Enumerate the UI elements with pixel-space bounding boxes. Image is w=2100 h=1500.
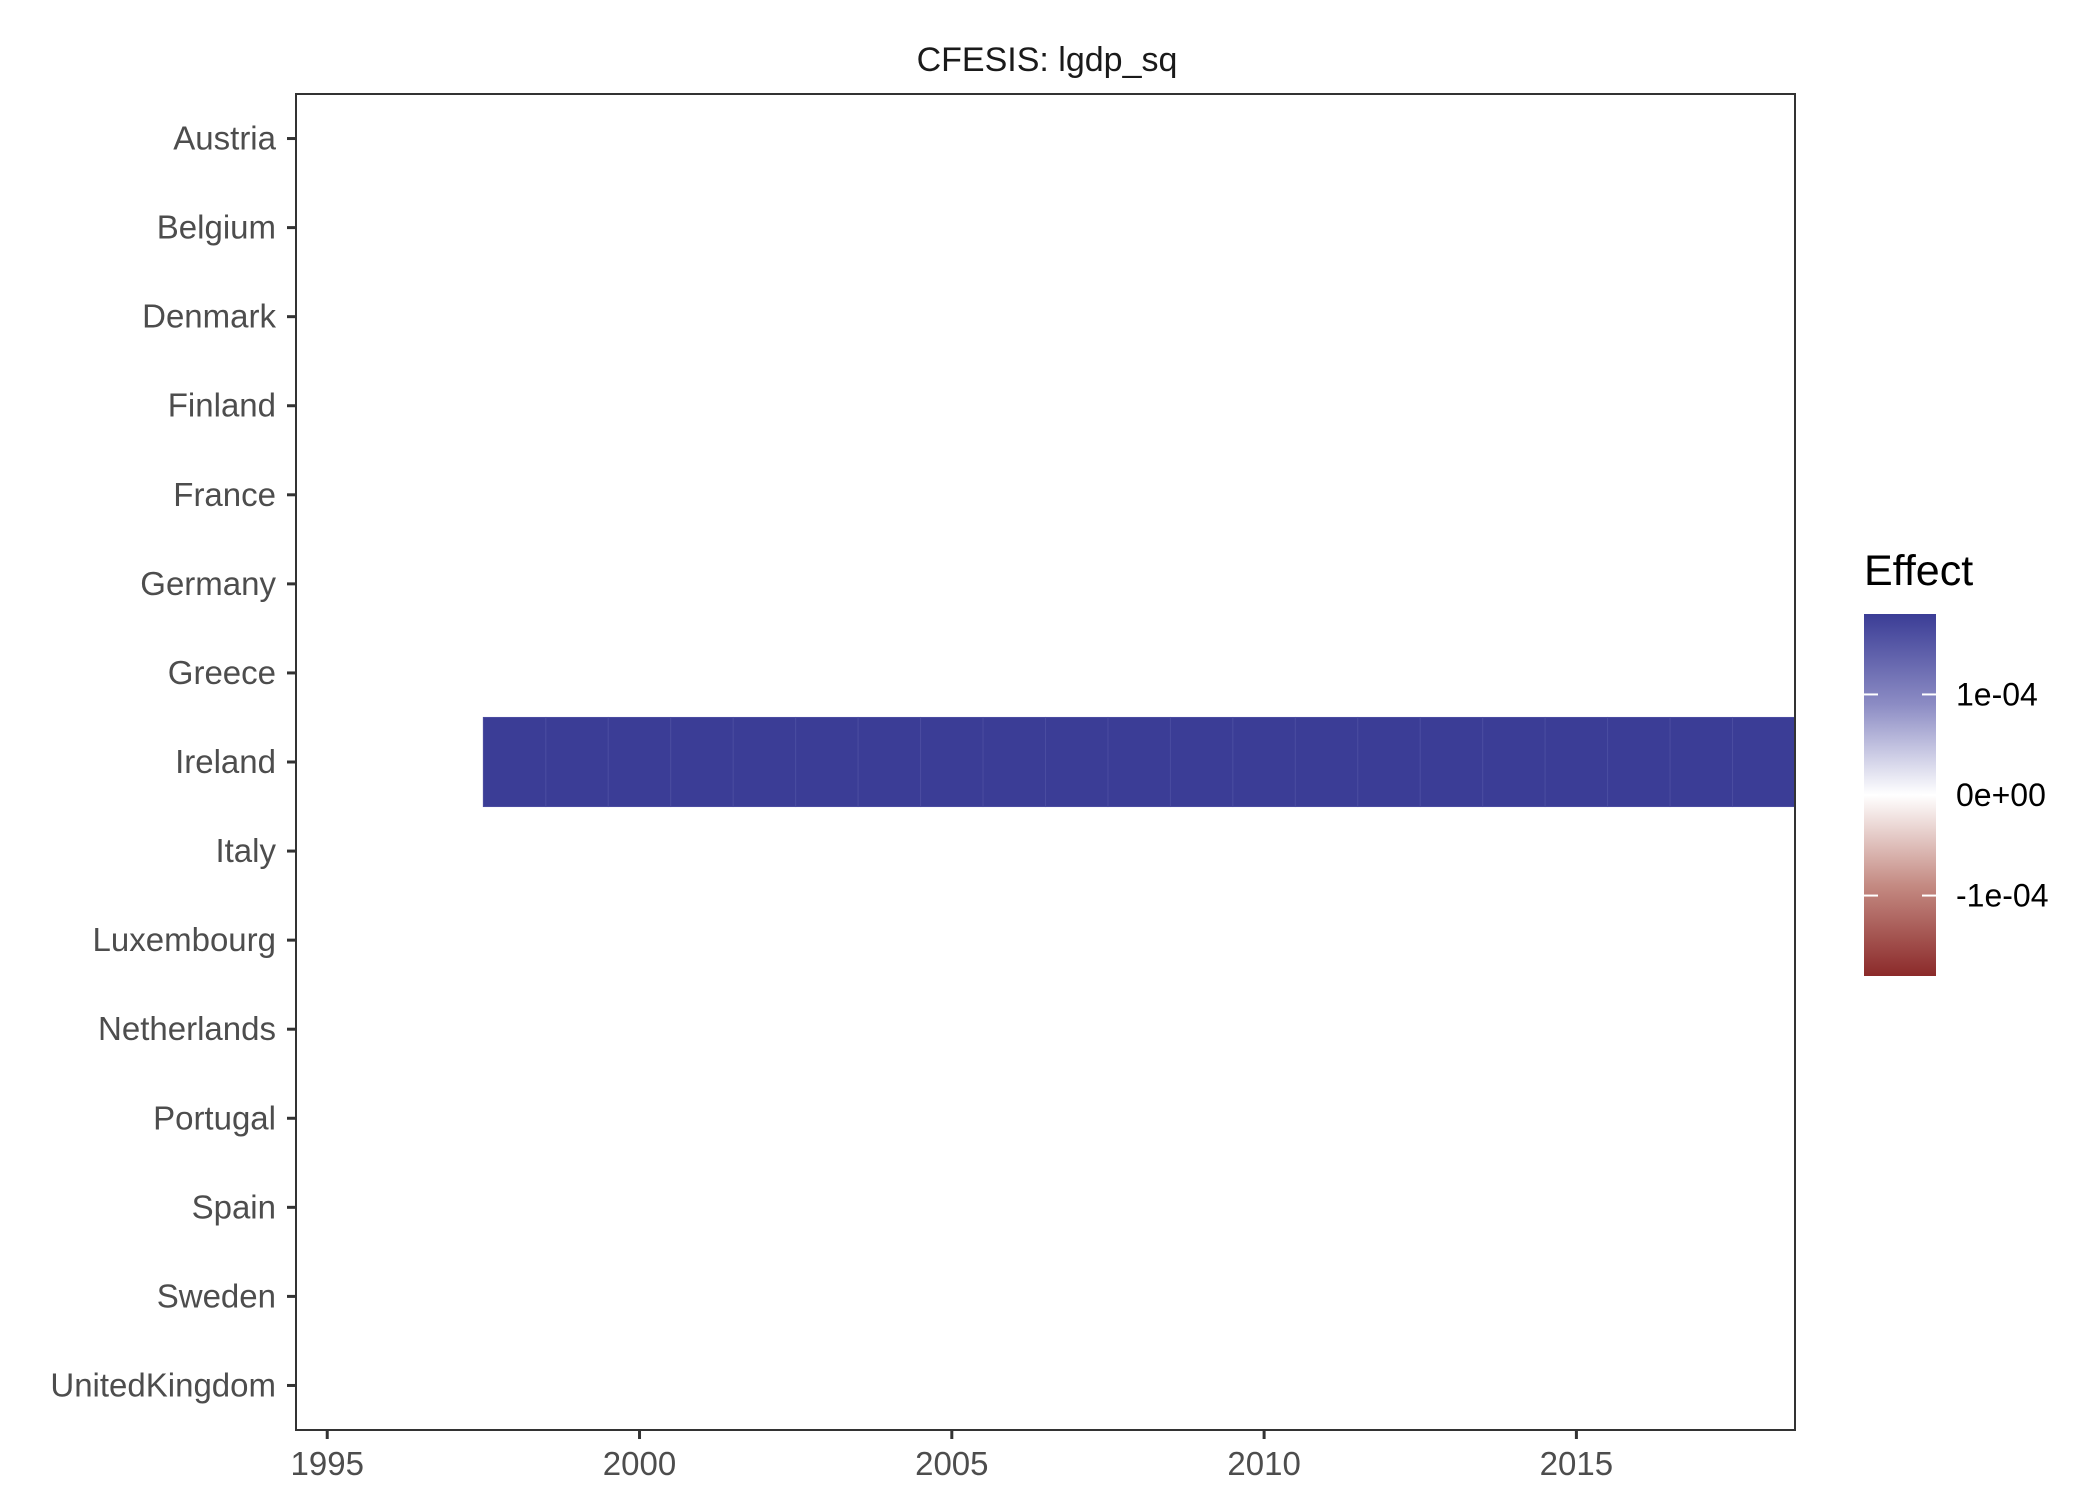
y-tick-label: France xyxy=(173,476,276,513)
legend-ticks: 1e-04 0e+00 -1e-04 xyxy=(1864,676,2049,914)
heatmap-cells xyxy=(482,716,1796,808)
heatmap-cell xyxy=(1232,716,1296,808)
heatmap-cell xyxy=(857,716,922,808)
y-tick-label: Sweden xyxy=(157,1277,276,1314)
y-tick-label: Portugal xyxy=(153,1099,276,1136)
heatmap-cell xyxy=(1294,716,1359,808)
heatmap-cell xyxy=(1732,716,1796,808)
heatmap-cell xyxy=(1045,716,1109,808)
y-tick-label: Belgium xyxy=(157,209,276,246)
y-axis: Austria Belgium Denmark Finland France German… xyxy=(50,120,296,1403)
heatmap-cell xyxy=(607,716,672,808)
y-tick-label: Spain xyxy=(192,1188,276,1225)
legend-tick-label: 0e+00 xyxy=(1956,777,2046,813)
x-tick-label: 2000 xyxy=(603,1445,676,1482)
legend-tick-label: -1e-04 xyxy=(1956,878,2049,914)
x-tick-label: 2010 xyxy=(1227,1445,1300,1482)
y-tick-label: Germany xyxy=(140,565,276,602)
heatmap-cell xyxy=(1169,716,1234,808)
x-tick-label: 2015 xyxy=(1540,1445,1613,1482)
heatmap-cell xyxy=(1669,716,1734,808)
heatmap-cell xyxy=(1357,716,1421,808)
heatmap-cell xyxy=(732,716,797,808)
heatmap-cell xyxy=(920,716,984,808)
heatmap-cell xyxy=(1107,716,1171,808)
x-axis: 1995 2000 2005 2010 2015 xyxy=(291,1430,1613,1482)
legend: Effect 1e-04 0e+00 -1e-04 xyxy=(1864,547,2049,976)
heatmap-cell xyxy=(1607,716,1671,808)
y-tick-label: Austria xyxy=(173,120,276,157)
y-tick-label: UnitedKingdom xyxy=(50,1366,276,1403)
x-tick-label: 1995 xyxy=(291,1445,364,1482)
legend-title: Effect xyxy=(1864,547,1973,595)
heatmap-cell xyxy=(545,716,609,808)
heatmap-cell xyxy=(1544,716,1609,808)
y-tick-label: Finland xyxy=(168,387,276,424)
heatmap-cell xyxy=(1419,716,1484,808)
y-tick-label: Denmark xyxy=(142,298,276,335)
y-tick-label: Italy xyxy=(215,832,276,869)
heatmap-cell xyxy=(482,716,547,808)
y-tick-label: Ireland xyxy=(175,743,276,780)
y-tick-label: Netherlands xyxy=(98,1010,276,1047)
x-tick-label: 2005 xyxy=(915,1445,988,1482)
heatmap-cell xyxy=(1482,716,1546,808)
chart-title: CFESIS: lgdp_sq xyxy=(917,41,1178,79)
y-tick-label: Greece xyxy=(168,654,276,691)
heatmap-cell xyxy=(670,716,734,808)
y-tick-label: Luxembourg xyxy=(93,921,276,958)
heatmap-cell xyxy=(795,716,859,808)
heatmap-cell xyxy=(982,716,1047,808)
legend-tick-label: 1e-04 xyxy=(1956,676,2038,712)
